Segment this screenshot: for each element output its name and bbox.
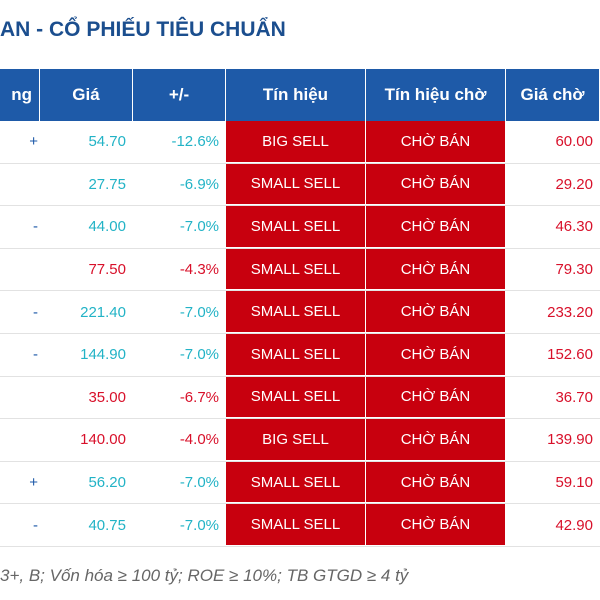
value-cell: -7.0%: [179, 474, 219, 492]
edge-cell: [0, 377, 40, 419]
signal-cell: CHỜ BÁN: [366, 333, 506, 376]
edge-cell: [0, 164, 40, 206]
value-cell: 59.10: [555, 474, 593, 492]
column-header: +/-: [133, 69, 226, 121]
value-cell: -7.0%: [179, 218, 219, 236]
table-row: - 144.90 -7.0% SMALL SELL CHỜ BÁN 152.60: [0, 333, 600, 377]
edge-cell: +: [29, 133, 38, 151]
value-cell: 54.70: [88, 133, 126, 151]
value-cell: -12.6%: [171, 133, 219, 151]
value-cell: 77.50: [88, 261, 126, 279]
value-cell: 56.20: [88, 474, 126, 492]
signal-cell: CHỜ BÁN: [366, 461, 506, 504]
value-cell: -6.9%: [179, 175, 219, 193]
edge-cell: -: [33, 303, 38, 321]
signal-cell: CHỜ BÁN: [366, 248, 506, 291]
edge-cell: [0, 419, 40, 461]
signal-cell: BIG SELL: [226, 419, 366, 461]
column-header: Tín hiệu chờ: [366, 69, 506, 121]
value-cell: 139.90: [547, 431, 593, 449]
table-row: 77.50 -4.3% SMALL SELL CHỜ BÁN 79.30: [0, 248, 600, 292]
value-cell: 79.30: [555, 261, 593, 279]
edge-cell: [0, 249, 40, 291]
value-cell: 36.70: [555, 388, 593, 406]
signal-cell: CHỜ BÁN: [366, 206, 506, 248]
signal-cell: CHỜ BÁN: [366, 504, 506, 546]
value-cell: 29.20: [555, 175, 593, 193]
table-row: 35.00 -6.7% SMALL SELL CHỜ BÁN 36.70: [0, 376, 600, 420]
table-row: - 44.00 -7.0% SMALL SELL CHỜ BÁN 46.30: [0, 206, 600, 249]
header-row: ng Giá +/- Tín hiệu Tín hiệu chờ Giá chờ: [0, 69, 600, 121]
value-cell: 60.00: [555, 133, 593, 151]
table-row: +54.70 -12.6% BIG SELL CHỜ BÁN 60.00: [0, 121, 600, 164]
value-cell: -4.0%: [179, 431, 219, 449]
table-row: 27.75 -6.9% SMALL SELL CHỜ BÁN 29.20: [0, 163, 600, 207]
column-header: Giá chờ: [506, 69, 600, 121]
signal-cell: SMALL SELL: [226, 461, 366, 504]
value-cell: -7.0%: [179, 303, 219, 321]
table-row: 140.00 -4.0% BIG SELL CHỜ BÁN 139.90: [0, 419, 600, 462]
value-cell: 40.75: [88, 516, 126, 534]
value-cell: 35.00: [88, 388, 126, 406]
signal-cell: BIG SELL: [226, 121, 366, 163]
column-header: Tín hiệu: [226, 69, 366, 121]
value-cell: 233.20: [547, 303, 593, 321]
edge-cell: -: [33, 218, 38, 236]
signal-cell: CHỜ BÁN: [366, 376, 506, 419]
value-cell: -7.0%: [179, 346, 219, 364]
value-cell: 140.00: [80, 431, 126, 449]
table-row: - 221.40 -7.0% SMALL SELL CHỜ BÁN 233.20: [0, 291, 600, 334]
edge-cell: -: [33, 516, 38, 534]
value-cell: -6.7%: [179, 388, 219, 406]
signal-cell: SMALL SELL: [226, 333, 366, 376]
signal-cell: SMALL SELL: [226, 206, 366, 248]
signal-cell: CHỜ BÁN: [366, 121, 506, 163]
edge-cell: -: [33, 346, 38, 364]
footer-note: 3+, B; Vốn hóa ≥ 100 tỷ; ROE ≥ 10%; TB G…: [0, 566, 409, 585]
table-row: - 40.75 -7.0% SMALL SELL CHỜ BÁN 42.90: [0, 504, 600, 547]
signal-cell: CHỜ BÁN: [366, 419, 506, 461]
signal-cell: SMALL SELL: [226, 248, 366, 291]
signal-cell: SMALL SELL: [226, 163, 366, 206]
signal-cell: SMALL SELL: [226, 504, 366, 546]
column-header: Giá: [40, 69, 133, 121]
value-cell: 44.00: [88, 218, 126, 236]
value-cell: 27.75: [88, 175, 126, 193]
signal-cell: CHỜ BÁN: [366, 163, 506, 206]
table-row: +56.20 -7.0% SMALL SELL CHỜ BÁN 59.10: [0, 461, 600, 505]
edge-cell: +: [29, 474, 38, 492]
title: AN - CỔ PHIẾU TIÊU CHUẨN: [0, 18, 286, 41]
value-cell: 42.90: [555, 516, 593, 534]
signal-cell: SMALL SELL: [226, 291, 366, 333]
value-cell: -4.3%: [179, 261, 219, 279]
value-cell: 221.40: [80, 303, 126, 321]
column-header: ng: [0, 69, 40, 121]
value-cell: 144.90: [80, 346, 126, 364]
signal-cell: SMALL SELL: [226, 376, 366, 419]
value-cell: 152.60: [547, 346, 593, 364]
table: ng Giá +/- Tín hiệu Tín hiệu chờ Giá chờ +54.7…: [0, 69, 600, 547]
signal-cell: CHỜ BÁN: [366, 291, 506, 333]
value-cell: 46.30: [555, 218, 593, 236]
value-cell: -7.0%: [179, 516, 219, 534]
